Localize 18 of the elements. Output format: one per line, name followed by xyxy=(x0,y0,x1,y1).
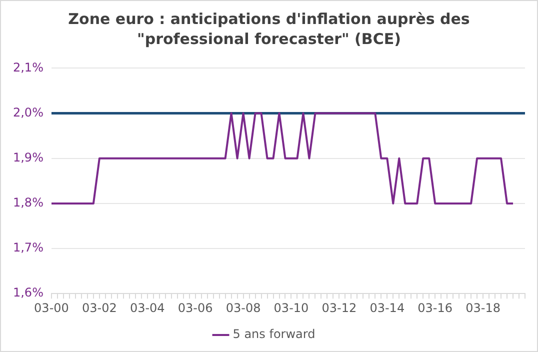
y-tick-label: 1,8% xyxy=(12,196,44,210)
y-tick-label: 2,1% xyxy=(12,60,44,74)
x-tick-label: 03-10 xyxy=(274,300,309,315)
y-tick-label: 1,7% xyxy=(12,240,44,255)
x-tick-label: 03-08 xyxy=(226,300,261,315)
y-tick-label: 2,0% xyxy=(12,105,44,120)
x-tick-label: 03-14 xyxy=(370,300,405,315)
y-tick-label: 1,9% xyxy=(12,150,44,164)
x-tick-label: 03-16 xyxy=(418,300,453,315)
x-tick-label: 03-18 xyxy=(466,300,500,315)
y-tick-label: 1,6% xyxy=(12,286,44,300)
legend-label: 5 ans forward xyxy=(232,327,316,342)
x-tick-label: 03-12 xyxy=(322,300,357,315)
x-tick-label: 03-04 xyxy=(130,300,165,315)
x-tick-label: 03-02 xyxy=(82,300,117,315)
x-tick-label: 03-00 xyxy=(34,300,69,315)
x-tick-label: 03-06 xyxy=(178,300,213,315)
chart-title: Zone euro : anticipations d'inflation auprès des "professional forecaster" (BCE) xyxy=(67,9,471,50)
